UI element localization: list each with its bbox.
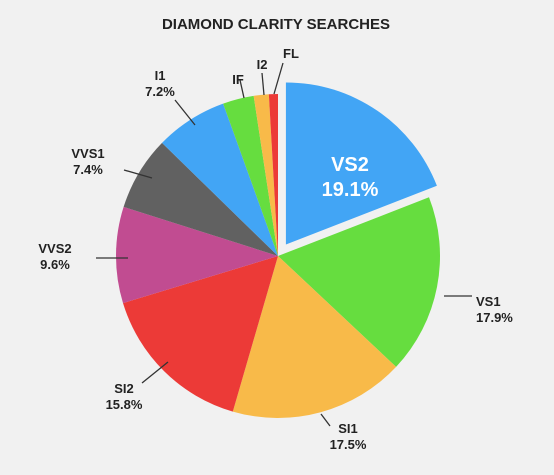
pie-slice-i1	[162, 103, 278, 256]
pie-slice-si1	[232, 256, 397, 418]
slice-label-if: IF	[232, 72, 244, 87]
leader-line-vvs1	[123, 169, 153, 179]
slice-label-fl: FL	[283, 46, 299, 61]
slice-value-vs1: 17.9%	[476, 310, 513, 325]
leader-line-i2	[261, 72, 265, 96]
pie-slice-if	[223, 95, 278, 257]
slice-value-vvs2: 9.6%	[40, 257, 70, 272]
leader-line-i1	[174, 99, 196, 126]
pie-slice-i2	[253, 94, 278, 257]
slice-label-si1: SI1	[338, 421, 358, 436]
pie-slice-vvs1	[123, 142, 279, 256]
leader-lines	[96, 62, 472, 427]
slice-value-vs2: 19.1%	[322, 179, 379, 201]
slice-label-i1: I1	[155, 68, 166, 83]
slice-label-vvs2: VVS2	[38, 241, 71, 256]
slice-value-si2: 15.8%	[106, 397, 143, 412]
leader-line-fl	[273, 62, 284, 95]
pie-slice-vs2	[285, 82, 437, 245]
pie-slice-vs1	[278, 197, 441, 367]
leader-line-si2	[141, 361, 169, 384]
pie-slice-vvs2	[116, 206, 278, 304]
pie-slices	[116, 82, 441, 418]
slice-label-vs2: VS2	[331, 154, 369, 176]
pie-slice-fl	[268, 94, 278, 256]
slice-label-i2: I2	[257, 57, 268, 72]
pie-slice-si2	[123, 256, 278, 412]
slice-value-si1: 17.5%	[330, 437, 367, 452]
slice-label-vvs1: VVS1	[71, 146, 104, 161]
slice-value-vvs1: 7.4%	[73, 162, 103, 177]
leader-line-if	[239, 79, 245, 99]
slice-label-vs1: VS1	[476, 294, 501, 309]
leader-line-si1	[320, 413, 331, 427]
slice-value-i1: 7.2%	[145, 84, 175, 99]
slice-label-si2: SI2	[114, 381, 134, 396]
chart-title: DIAMOND CLARITY SEARCHES	[162, 16, 390, 33]
